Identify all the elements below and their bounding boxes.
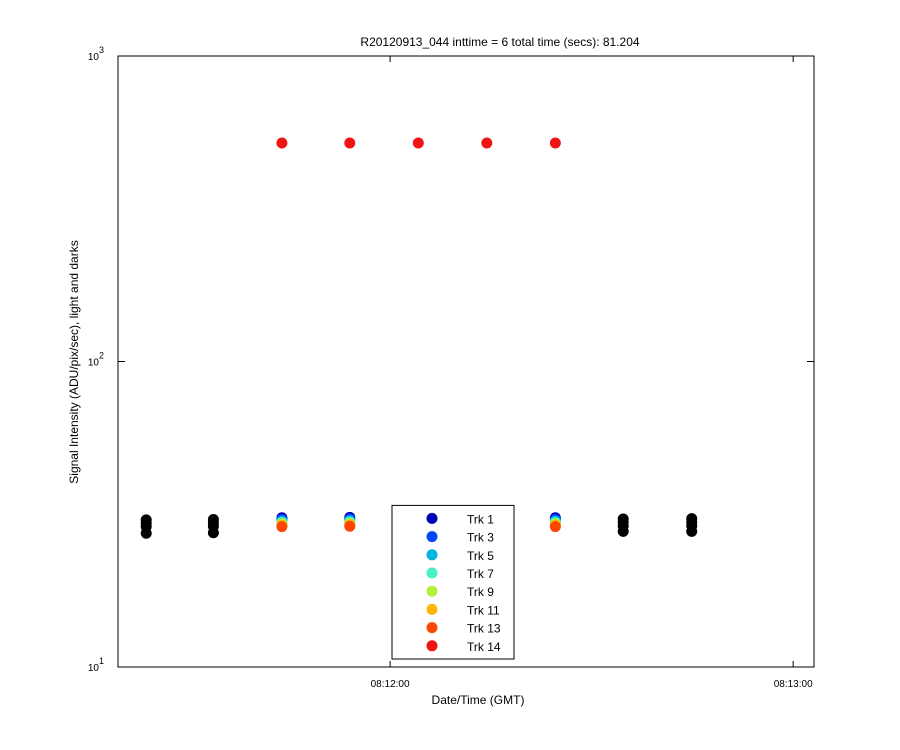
legend-marker (426, 549, 438, 561)
data-point (549, 137, 561, 149)
legend-marker (426, 640, 438, 652)
data-point (276, 137, 288, 149)
legend-marker (426, 512, 438, 524)
y-tick-exponent: 2 (99, 351, 104, 361)
legend-label: Trk 14 (467, 640, 501, 654)
legend-marker (426, 585, 438, 597)
data-point (686, 525, 698, 537)
legend-label: Trk 7 (467, 567, 494, 581)
data-point (549, 521, 561, 533)
legend-label: Trk 13 (467, 622, 501, 636)
y-tick-label: 101 (88, 656, 104, 674)
legend-marker (426, 603, 438, 615)
legend-label: Trk 1 (467, 512, 494, 526)
y-tick-label: 102 (88, 351, 104, 369)
y-tick-exponent: 3 (99, 45, 104, 55)
y-tick-label: 103 (88, 45, 104, 63)
legend-label: Trk 11 (467, 603, 500, 617)
legend-marker (426, 531, 438, 543)
data-point (276, 521, 288, 533)
data-point (344, 137, 356, 149)
data-point (344, 520, 356, 532)
data-point (481, 137, 493, 149)
data-point (617, 525, 629, 537)
legend-label: Trk 5 (467, 549, 494, 563)
x-axis-label: Date/Time (GMT) (432, 693, 525, 707)
legend: Trk 1 Trk 3 Trk 5 Trk 7 Trk 9 Trk 11 Trk 13 Trk… (391, 504, 515, 660)
legend-marker (426, 622, 438, 634)
legend-marker (426, 567, 438, 579)
y-tick-base: 10 (88, 52, 100, 63)
x-tick-label: 08:12:00 (371, 679, 410, 690)
data-point (140, 527, 152, 539)
legend-label: Trk 9 (467, 585, 494, 599)
chart-title: R20120913_044 inttime = 6 total time (se… (360, 35, 639, 49)
y-tick-base: 10 (88, 358, 100, 369)
data-point (412, 137, 424, 149)
y-axis-label: Signal Intensity (ADU/pix/sec), light an… (67, 240, 81, 483)
data-point (207, 527, 219, 539)
legend-box (391, 504, 515, 660)
y-tick-exponent: 1 (99, 656, 104, 666)
y-tick-base: 10 (88, 663, 100, 674)
x-tick-label: 08:13:00 (774, 679, 813, 690)
legend-label: Trk 3 (467, 531, 494, 545)
